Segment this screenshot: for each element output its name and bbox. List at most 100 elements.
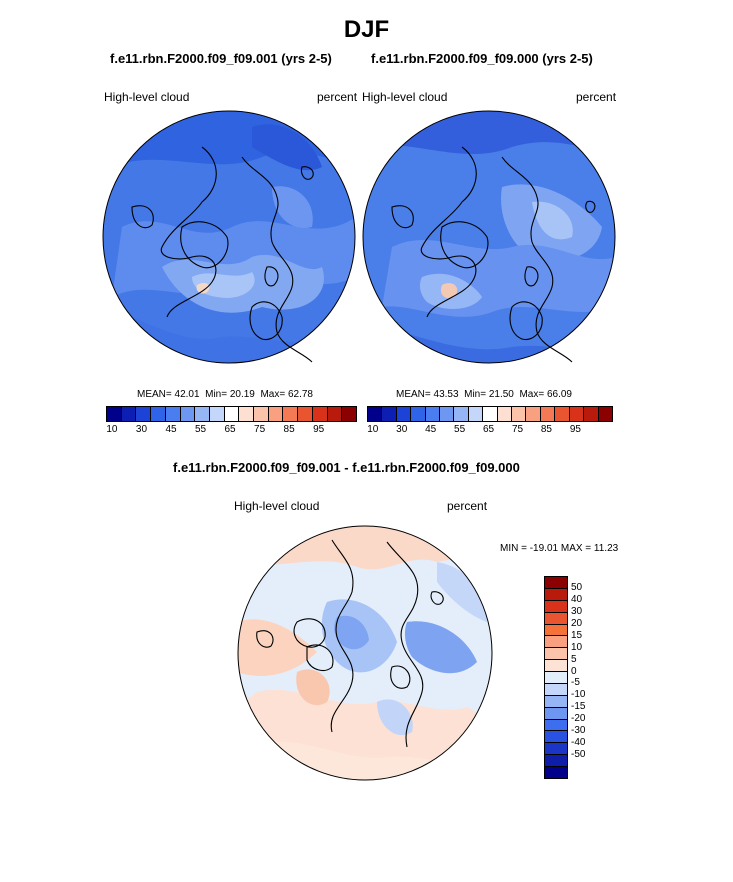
panel-2-colorbar-swatch	[396, 407, 412, 421]
diff-colorbar-tick-label: 40	[571, 593, 583, 605]
diff-colorbar-swatch	[545, 624, 567, 637]
diff-colorbar-tick-label: -20	[571, 713, 586, 725]
panel-2-max-value: 66.09	[546, 389, 572, 400]
panel-2-min-value: 21.50	[488, 389, 514, 400]
panel-2-max-label: Max=	[519, 389, 545, 400]
panel-1-colorbar-swatch	[107, 407, 122, 421]
panel-2-colorbar-tick-label: 10	[367, 424, 379, 435]
diff-colorbar-tick-label: 0	[571, 665, 577, 677]
diff-colorbar-swatch	[545, 767, 567, 778]
diff-colorbar-tick-label: 50	[571, 581, 583, 593]
panel-1-colorbar-tick-label: 95	[313, 424, 325, 435]
panel-2-colorbar-tick-label: 65	[483, 424, 495, 435]
panel-2-colorbar-tick-label: 85	[540, 424, 552, 435]
panel-2-colorbar-swatch	[598, 407, 612, 421]
panel-1-colorbar-swatch	[195, 407, 210, 421]
panel-1-variable-label: High-level cloud	[104, 90, 190, 104]
panel-1-polar-map	[102, 110, 356, 364]
panel-2-mean-label: MEAN=	[396, 389, 431, 400]
panel-2-variable-label: High-level cloud	[362, 90, 448, 104]
panel-1-colorbar-tick-label: 45	[165, 424, 177, 435]
panel-1-min-value: 20.19	[229, 389, 255, 400]
panel-2-colorbar-tick-label: 95	[569, 424, 581, 435]
diff-colorbar	[544, 576, 568, 779]
panel-2-colorbar-ticks: 10 30 45 55 65 75 85 95	[367, 424, 611, 438]
panel-2-colorbar-swatch	[454, 407, 469, 421]
diff-colorbar-swatch	[545, 672, 567, 684]
panel-1-colorbar-swatch	[165, 407, 181, 421]
panel-2-colorbar-swatch	[497, 407, 513, 421]
panel-2-colorbar-swatch	[569, 407, 585, 421]
diff-colorbar-swatch	[545, 600, 567, 613]
panel-1-colorbar-swatch	[342, 407, 356, 421]
panel-2-colorbar-swatch	[468, 407, 484, 421]
diff-colorbar-swatch	[545, 731, 567, 744]
panel-1-max-value: 62.78	[287, 389, 313, 400]
diff-panel-title: f.e11.rbn.F2000.f09_f09.001 - f.e11.rbn.…	[173, 460, 520, 475]
diff-colorbar-swatch	[545, 755, 567, 767]
diff-colorbar-tick-label: -50	[571, 749, 586, 761]
panel-1-colorbar-tick-label: 55	[194, 424, 207, 435]
diff-colorbar-ticks: 50 40 30 20 15 10 5 0 -5 -10 -15 -20 -30 -40 -50	[571, 576, 611, 777]
panel-1-colorbar-tick-label: 85	[283, 424, 295, 435]
diff-colorbar-tick-label: 20	[571, 617, 583, 629]
panel-1-mean-label: MEAN=	[137, 389, 172, 400]
diff-colorbar-tick-label: 5	[571, 653, 577, 665]
panel-2-min-label: Min=	[464, 389, 487, 400]
panel-2-colorbar-swatch	[368, 407, 383, 421]
panel-2-colorbar-swatch	[512, 407, 527, 421]
diff-panel-variable-label: High-level cloud	[234, 499, 320, 513]
panel-1-colorbar-swatch	[224, 407, 240, 421]
panel-1-colorbar-swatch	[254, 407, 269, 421]
panel-1-colorbar-swatch	[239, 407, 255, 421]
diff-colorbar-swatch	[545, 660, 567, 672]
diff-colorbar-swatch	[545, 636, 567, 649]
panel-2-colorbar-tick-label: 75	[511, 424, 524, 435]
panel-2-stats: MEAN= 43.53 Min= 21.50 Max= 66.09	[396, 389, 572, 400]
panel-1-colorbar-tick-label: 10	[106, 424, 118, 435]
panel-1-colorbar-tick-label: 30	[135, 424, 148, 435]
diff-panel-minmax: MIN = -19.01 MAX = 11.23	[500, 543, 619, 554]
panel-1-colorbar-swatch	[312, 407, 328, 421]
panel-2-colorbar-tick-label: 30	[396, 424, 408, 435]
diff-colorbar-swatch	[545, 612, 567, 625]
panel-1-colorbar-tick-label: 75	[254, 424, 266, 435]
panel-1-colorbar-swatch	[327, 407, 343, 421]
diff-colorbar-swatch	[545, 719, 567, 732]
panel-1-colorbar-swatch	[283, 407, 299, 421]
panel-2-colorbar-swatch	[483, 407, 498, 421]
panel-2-colorbar-tick-label: 55	[454, 424, 466, 435]
panel-2-units-label: percent	[576, 90, 617, 104]
panel-1-colorbar-tick-label: 65	[224, 424, 236, 435]
panel-2-colorbar	[367, 406, 613, 422]
diff-colorbar-swatch	[545, 743, 567, 756]
panel-2-colorbar-swatch	[411, 407, 426, 421]
diff-colorbar-tick-label: -15	[571, 701, 586, 713]
diff-colorbar-swatch	[545, 588, 567, 601]
panel-1-colorbar-swatch	[136, 407, 152, 421]
diff-colorbar-swatch	[545, 577, 567, 589]
panel-2-colorbar-swatch	[555, 407, 570, 421]
panel-1-colorbar-swatch	[121, 407, 137, 421]
panel-2-colorbar-tick-label: 45	[425, 424, 437, 435]
panel-1-colorbar-swatch	[180, 407, 196, 421]
panel-2-colorbar-swatch	[584, 407, 599, 421]
panel-2-colorbar-swatch	[540, 407, 556, 421]
panel-1-units-label: percent	[317, 90, 358, 104]
diff-panel-units-label: percent	[447, 499, 488, 513]
diff-colorbar-tick-label: 15	[571, 629, 583, 641]
diff-colorbar-swatch	[545, 683, 567, 696]
panel-2-colorbar-swatch	[440, 407, 455, 421]
panel-1-colorbar-ticks: 10 30 45 55 65 75 85 95	[106, 424, 355, 438]
diff-colorbar-tick-label: 10	[571, 641, 583, 653]
panel-2-title: f.e11.rbn.F2000.f09_f09.000 (yrs 2-5)	[371, 51, 593, 66]
panel-1-title: f.e11.rbn.F2000.f09_f09.001 (yrs 2-5)	[110, 51, 332, 66]
panel-1-colorbar-swatch	[298, 407, 313, 421]
panel-2-colorbar-swatch	[425, 407, 441, 421]
diff-colorbar-tick-label: -10	[571, 689, 586, 701]
panel-1-max-label: Max=	[260, 389, 286, 400]
diff-colorbar-swatch	[545, 695, 567, 708]
panel-2-mean-value: 43.53	[433, 389, 459, 400]
panel-2-polar-map	[362, 110, 616, 364]
diff-colorbar-tick-label: -40	[571, 737, 586, 749]
